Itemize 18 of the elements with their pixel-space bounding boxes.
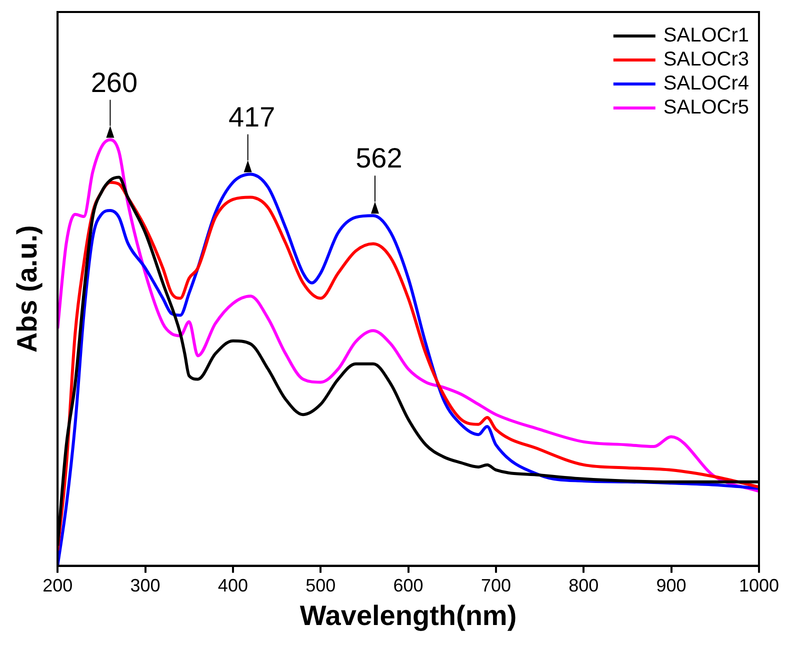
x-tick-label: 800: [568, 576, 599, 596]
annotation: 417: [228, 101, 276, 132]
x-tick-label: 500: [306, 576, 336, 596]
legend-label: SALOCr4: [663, 72, 749, 95]
x-tick-label: 300: [130, 576, 160, 596]
y-axis-title: Abs (a.u.): [12, 225, 43, 353]
annotation: 260: [90, 66, 138, 98]
legend-label: SALOCr1: [663, 24, 749, 47]
legend-label: SALOCr3: [663, 48, 749, 71]
x-tick-label: 1000: [738, 576, 779, 596]
x-tick-label: 200: [42, 576, 73, 596]
x-tick-label: 900: [656, 576, 686, 596]
x-tick-label: 400: [218, 576, 248, 596]
legend-label: SALOCr5: [663, 96, 749, 119]
x-tick-label: 600: [393, 576, 424, 596]
annotation: 562: [356, 142, 402, 174]
x-tick-label: 700: [480, 576, 511, 596]
x-axis-title: Wavelength(nm): [300, 600, 517, 631]
